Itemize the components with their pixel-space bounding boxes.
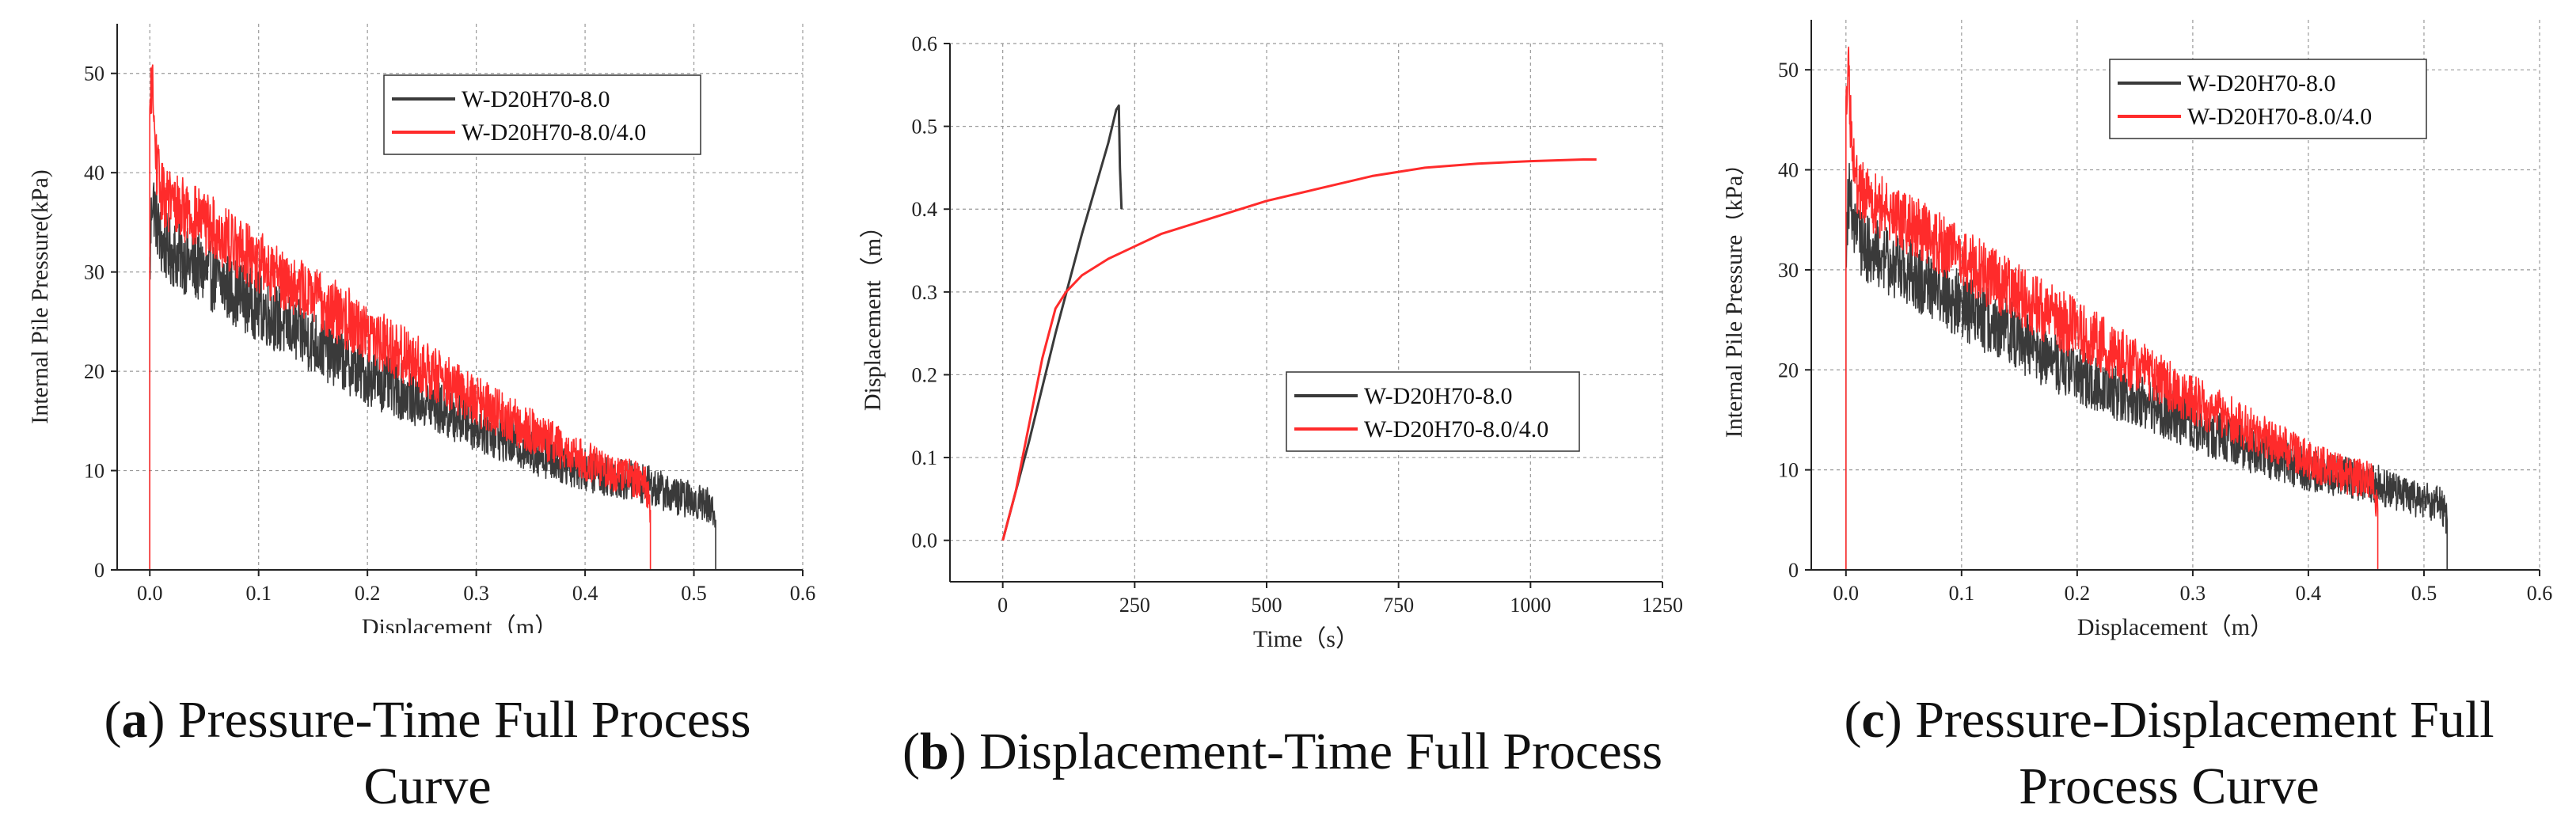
- y-tick-label: 0.1: [912, 446, 938, 469]
- panel-b: 0 250 500 750 1000 1250 0.0 0.1 0.2 0.3 0.4 0.5 0.6 T…: [855, 0, 1710, 819]
- y-tick-label: 0.6: [912, 32, 938, 55]
- legend-label: W-D20H70-8.0/4.0: [1364, 416, 1548, 442]
- x-tick-label: 0.0: [1833, 582, 1860, 605]
- axes: 0 250 500 750 1000 1250 0.0 0.1 0.2 0.3 0.4 0.5 0.6: [912, 32, 1684, 617]
- y-tick-label: 10: [84, 460, 104, 483]
- series-line: [1001, 104, 1123, 541]
- chart-c: 0.0 0.1 0.2 0.3 0.4 0.5 0.6 0 10 20 30 40 50 Displace…: [1726, 20, 2552, 640]
- axes: 0.0 0.1 0.2 0.3 0.4 0.5 0.6 0 10 20 30 40 50: [84, 24, 815, 605]
- chart-a: 0.0 0.1 0.2 0.3 0.4 0.5 0.6 0 10 20 30 40 50 Displace…: [27, 24, 815, 633]
- y-tick-label: 10: [1778, 459, 1799, 482]
- y-tick-label: 40: [1778, 159, 1799, 182]
- caption-a-letter: a: [121, 691, 148, 749]
- series-black: [1001, 104, 1123, 541]
- x-tick-label: 0.6: [790, 582, 816, 605]
- y-tick-label: 40: [84, 161, 104, 184]
- x-tick-label: 0.4: [572, 582, 598, 605]
- x-tick-label: 0.1: [1949, 582, 1975, 605]
- x-tick-label: 0.3: [463, 582, 489, 605]
- chart-b: 0 250 500 750 1000 1250 0.0 0.1 0.2 0.3 0.4 0.5 0.6 T…: [860, 32, 1684, 652]
- y-tick-label: 0: [1788, 559, 1799, 582]
- y-tick-label: 0.0: [912, 530, 938, 552]
- legend-label: W-D20H70-8.0/4.0: [2187, 104, 2372, 130]
- x-tick-label: 0.1: [245, 582, 272, 605]
- y-tick-label: 0.2: [912, 363, 938, 386]
- legend-label: W-D20H70-8.0/4.0: [462, 120, 646, 146]
- x-axis-label: Displacement（m）: [362, 614, 558, 633]
- y-tick-label: 50: [84, 63, 104, 85]
- legend-label: W-D20H70-8.0: [462, 86, 610, 112]
- caption-b-text: Displacement-Time Full Process: [966, 723, 1663, 780]
- x-axis-label: Displacement（m）: [2077, 614, 2274, 640]
- y-tick-label: 0.4: [912, 198, 938, 221]
- legend-box: [2109, 59, 2427, 139]
- series-line: [1845, 46, 2379, 570]
- panel-c: 0.0 0.1 0.2 0.3 0.4 0.5 0.6 0 10 20 30 40 50 Displace…: [1726, 0, 2576, 819]
- caption-b: (b) Displacement-Time Full Process: [902, 723, 1663, 780]
- legend-label: W-D20H70-8.0: [1364, 383, 1512, 409]
- y-tick-label: 50: [1778, 59, 1799, 82]
- x-tick-label: 0.0: [137, 582, 163, 605]
- x-tick-label: 1000: [1510, 594, 1551, 617]
- legend-label: W-D20H70-8.0: [2187, 70, 2335, 97]
- caption-c-letter: c: [1861, 691, 1885, 749]
- y-axis-label: Internal Pile Pressure(kPa): [27, 169, 53, 424]
- legend: W-D20H70-8.0 W-D20H70-8.0/4.0: [2109, 59, 2427, 139]
- x-tick-label: 0.3: [2180, 582, 2206, 605]
- series-line: [149, 64, 652, 570]
- x-tick-label: 0.5: [2411, 582, 2437, 605]
- y-axis-label: Internal Pile Pressure（kPa）: [1726, 152, 1747, 438]
- grid: [950, 43, 1663, 582]
- x-tick-label: 0.6: [2527, 582, 2553, 605]
- x-tick-label: 0: [997, 594, 1008, 617]
- series-red: [1845, 46, 2379, 570]
- y-tick-label: 20: [1778, 359, 1799, 382]
- caption-c-text: Pressure-Displacement Full Process Curve: [1902, 691, 2494, 815]
- y-tick-label: 0: [94, 559, 104, 582]
- series-red: [1001, 158, 1597, 541]
- panel-a: 0.0 0.1 0.2 0.3 0.4 0.5 0.6 0 10 20 30 40 50 Displace…: [0, 0, 855, 819]
- caption-c: (c) Pressure-Displacement Full Process C…: [1844, 691, 2494, 815]
- legend: W-D20H70-8.0 W-D20H70-8.0/4.0: [383, 74, 701, 155]
- x-tick-label: 0.2: [2065, 582, 2091, 605]
- x-tick-label: 750: [1383, 594, 1414, 617]
- x-tick-label: 0.5: [681, 582, 707, 605]
- x-axis-label: Time（s）: [1253, 626, 1359, 652]
- y-tick-label: 30: [84, 261, 104, 284]
- series-line: [1001, 158, 1597, 541]
- x-tick-label: 0.4: [2296, 582, 2322, 605]
- caption-b-letter: b: [919, 723, 949, 780]
- legend: W-D20H70-8.0 W-D20H70-8.0/4.0: [1286, 371, 1580, 452]
- series-red: [149, 64, 652, 570]
- caption-a: (a) Pressure-Time Full Process Curve: [104, 691, 751, 815]
- y-axis-label: Displacement（m）: [860, 214, 886, 411]
- axes: 0.0 0.1 0.2 0.3 0.4 0.5 0.6 0 10 20 30 40 50: [1778, 20, 2552, 605]
- x-tick-label: 500: [1252, 594, 1282, 617]
- y-tick-label: 0.3: [912, 281, 938, 304]
- caption-a-text: Pressure-Time Full Process Curve: [165, 691, 751, 815]
- x-tick-label: 250: [1119, 594, 1150, 617]
- y-tick-label: 20: [84, 360, 104, 383]
- y-tick-label: 30: [1778, 259, 1799, 282]
- legend-box: [383, 74, 701, 155]
- legend-box: [1286, 371, 1580, 452]
- x-tick-label: 1250: [1642, 594, 1683, 617]
- y-tick-label: 0.5: [912, 116, 938, 139]
- x-tick-label: 0.2: [355, 582, 381, 605]
